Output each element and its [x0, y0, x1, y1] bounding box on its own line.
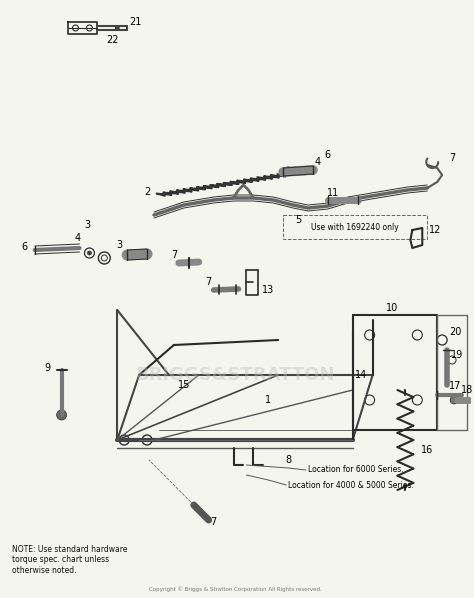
Text: 12: 12: [429, 225, 441, 235]
Text: 4: 4: [74, 233, 81, 243]
Text: 18: 18: [461, 385, 473, 395]
Text: 8: 8: [285, 455, 291, 465]
Text: 1: 1: [265, 395, 271, 405]
Text: 3: 3: [84, 220, 91, 230]
Text: 6: 6: [22, 242, 28, 252]
Text: 14: 14: [355, 370, 367, 380]
Text: 7: 7: [206, 277, 212, 287]
Text: 21: 21: [129, 17, 141, 27]
Text: 15: 15: [178, 380, 190, 390]
Text: 7: 7: [171, 250, 177, 260]
Text: 7: 7: [210, 517, 217, 527]
Text: 2: 2: [144, 187, 150, 197]
Text: Location for 6000 Series.: Location for 6000 Series.: [308, 465, 404, 474]
Circle shape: [115, 26, 119, 30]
Text: 20: 20: [449, 327, 461, 337]
Circle shape: [87, 251, 91, 255]
Text: 7: 7: [449, 153, 455, 163]
Text: 5: 5: [295, 215, 301, 225]
Text: 6: 6: [325, 150, 331, 160]
Text: 19: 19: [451, 350, 463, 360]
Text: Location for 4000 & 5000 Series.: Location for 4000 & 5000 Series.: [288, 481, 414, 490]
Text: Copyright © Briggs & Stratton Corporation All Rights reserved.: Copyright © Briggs & Stratton Corporatio…: [149, 587, 322, 592]
Text: 9: 9: [45, 363, 51, 373]
Bar: [283, 215, 427, 239]
Text: 11: 11: [327, 188, 339, 198]
Text: 4: 4: [315, 157, 321, 167]
Text: 22: 22: [106, 35, 118, 45]
Text: NOTE: Use standard hardware
torque spec. chart unless
otherwise noted.: NOTE: Use standard hardware torque spec.…: [12, 545, 128, 575]
Text: 16: 16: [421, 445, 433, 455]
Text: BRIGGS&STRATTON: BRIGGS&STRATTON: [136, 366, 335, 384]
Text: 13: 13: [262, 285, 274, 295]
Circle shape: [56, 410, 66, 420]
Text: Use with 1692240 only: Use with 1692240 only: [311, 222, 399, 231]
Text: 10: 10: [386, 303, 399, 313]
Text: 3: 3: [116, 240, 122, 250]
Circle shape: [450, 396, 458, 404]
Text: 17: 17: [449, 381, 461, 391]
